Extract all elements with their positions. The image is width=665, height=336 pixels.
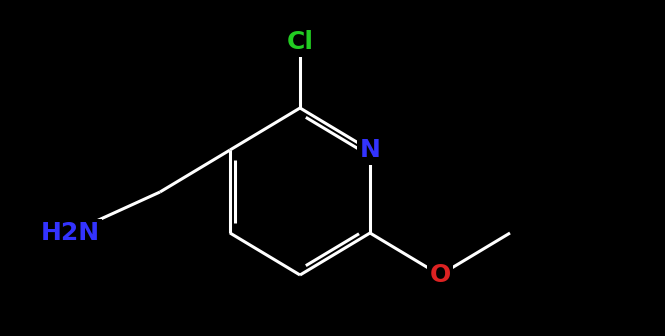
Text: H2N: H2N <box>41 221 100 245</box>
Text: Cl: Cl <box>287 30 313 54</box>
Text: N: N <box>360 138 380 162</box>
Text: O: O <box>430 263 451 287</box>
